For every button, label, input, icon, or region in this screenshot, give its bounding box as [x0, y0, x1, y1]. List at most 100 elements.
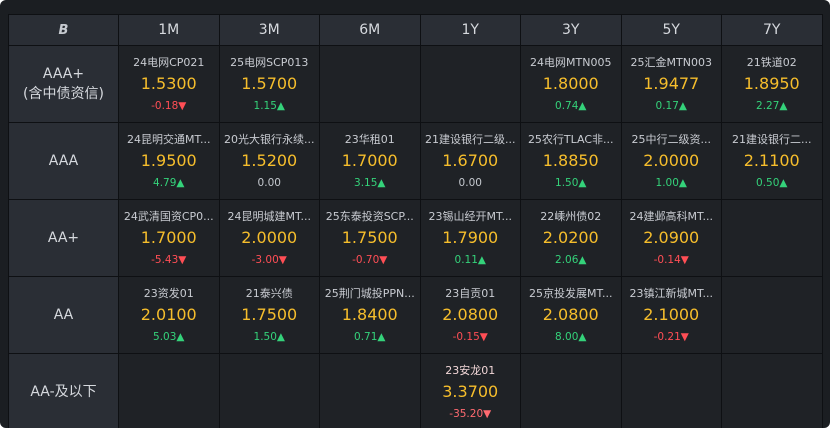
bond-cell[interactable]: 24电网CP021 1.5300 -0.18▼	[118, 45, 220, 123]
bond-cell[interactable]: 21建设银行二... 2.1100 0.50▲	[721, 122, 823, 200]
bond-change-value: 2.27	[756, 99, 780, 112]
bond-name: 25荆门城投PPN...	[324, 286, 415, 300]
arrow-up-icon: ▲	[678, 176, 687, 189]
bond-cell[interactable]: 24建邺高科MT... 2.0900 -0.14▼	[620, 199, 722, 277]
bond-cell[interactable]: 25京投发展MT... 2.0800 8.00▲	[520, 276, 622, 354]
bond-cell[interactable]: 22嵊州债02 2.0200 2.06▲	[520, 199, 622, 277]
bond-name: 24电网CP021	[133, 55, 205, 69]
bond-change: 1.50▲	[220, 329, 320, 345]
bond-change: 5.03▲	[119, 329, 219, 345]
bond-cell[interactable]: 23镇江新城MT... 2.1000 -0.21▼	[620, 276, 722, 354]
bond-change: 1.00▲	[622, 175, 722, 191]
bond-change-value: 0.71	[354, 330, 378, 343]
bond-cell[interactable]: 24昆明城建MT... 2.0000 -3.00▼	[218, 199, 320, 277]
bond-cell[interactable]: 25荆门城投PPN... 1.8400 0.71▲	[319, 276, 421, 354]
arrow-down-icon: ▼	[278, 253, 287, 266]
bond-cell[interactable]: 24昆明交通MT... 1.9500 4.79▲	[118, 122, 220, 200]
bond-change: 4.79▲	[119, 175, 219, 191]
rating-tenor-matrix: B 1M 3M 6M 1Y 3Y 5Y 7Y AAA+ (含中债资信) 24电网CP021 1.5…	[8, 14, 823, 428]
tenor-header-7y[interactable]: 7Y	[721, 14, 823, 46]
bond-change-value: 0.50	[756, 176, 780, 189]
bond-change: 2.27▲	[722, 98, 822, 114]
bond-change-value: 0.74	[555, 99, 579, 112]
bond-yield: 2.0000	[643, 150, 700, 170]
arrow-up-icon: ▲	[578, 330, 587, 343]
bond-cell[interactable]: 24电网MTN005 1.8000 0.74▲	[520, 45, 622, 123]
bond-change: 1.50▲	[521, 175, 621, 191]
bond-yield: 1.6700	[442, 150, 499, 170]
bond-cell[interactable]: 20光大银行永续... 1.5200 0.00	[218, 122, 320, 200]
bond-change-value: -3.00	[251, 253, 279, 266]
arrow-down-icon: ▼	[178, 253, 187, 266]
tenor-header-1y[interactable]: 1Y	[419, 14, 521, 46]
rating-row: AA+ 24武清国资CP0... 1.7000 -5.43▼ 24昆明城建MT... 2.…	[8, 199, 823, 277]
tenor-header-row: B 1M 3M 6M 1Y 3Y 5Y 7Y	[8, 14, 823, 46]
bond-yield: 1.7500	[241, 304, 298, 324]
tenor-header-5y[interactable]: 5Y	[620, 14, 722, 46]
bond-change: 2.06▲	[521, 252, 621, 268]
bond-cell[interactable]: 25电网SCP013 1.5700 1.15▲	[218, 45, 320, 123]
bond-yield: 2.1000	[643, 304, 700, 324]
rating-label-line: AA	[53, 307, 74, 323]
bond-cell[interactable]: 23华租01 1.7000 3.15▲	[319, 122, 421, 200]
bond-cell[interactable]: 23自贡01 2.0800 -0.15▼	[419, 276, 521, 354]
arrow-down-icon: ▼	[680, 330, 689, 343]
bond-cell[interactable]: 23资发01 2.0100 5.03▲	[118, 276, 220, 354]
bond-name: 24武清国资CP0...	[123, 209, 214, 223]
bond-yield: 2.0000	[241, 227, 298, 247]
bond-yield: 2.0200	[542, 227, 599, 247]
bond-change: 3.15▲	[320, 175, 420, 191]
arrow-down-icon: ▼	[680, 253, 689, 266]
bond-cell[interactable]: 23锡山经开MT... 1.7900 0.11▲	[419, 199, 521, 277]
bond-yield: 1.7000	[140, 227, 197, 247]
empty-cell	[721, 276, 823, 354]
bond-change-value: 1.50	[555, 176, 579, 189]
rating-label-line: (含中债资信)	[23, 86, 104, 102]
arrow-up-icon: ▲	[578, 253, 587, 266]
bond-name: 25电网SCP013	[230, 55, 309, 69]
bond-change: -0.70▼	[320, 252, 420, 268]
bond-name: 25京投发展MT...	[529, 286, 613, 300]
bond-change-value: 4.79	[153, 176, 177, 189]
bond-cell[interactable]: 25农行TLAC非... 1.8850 1.50▲	[520, 122, 622, 200]
bond-name: 21建设银行二级...	[425, 132, 516, 146]
bond-yield: 1.5200	[241, 150, 298, 170]
bond-name: 25农行TLAC非...	[527, 132, 614, 146]
matrix-body: AAA+ (含中债资信) 24电网CP021 1.5300 -0.18▼ 25电网SCP0…	[8, 45, 823, 428]
brand-logo-icon: B	[58, 23, 69, 38]
bond-cell[interactable]: 23安龙01 3.3700 -35.20▼	[419, 353, 521, 428]
bond-cell[interactable]: 21建设银行二级... 1.6700 0.00	[419, 122, 521, 200]
bond-name: 25东泰投资SCP...	[325, 209, 414, 223]
bond-change: 0.71▲	[320, 329, 420, 345]
bond-name: 23自贡01	[445, 286, 496, 300]
bond-name: 25中行二级资...	[631, 132, 712, 146]
bond-change: -35.20▼	[421, 406, 521, 422]
bond-cell[interactable]: 21泰兴债 1.7500 1.50▲	[218, 276, 320, 354]
bond-change-value: 1.50	[253, 330, 277, 343]
bond-yield: 1.8400	[341, 304, 398, 324]
arrow-up-icon: ▲	[779, 176, 788, 189]
bond-yield: 2.0800	[542, 304, 599, 324]
bond-change-value: 0.00	[257, 176, 281, 189]
rating-label-line: AA+	[47, 230, 80, 246]
bond-change-value: 0.17	[655, 99, 679, 112]
bond-cell[interactable]: 21铁道02 1.8950 2.27▲	[721, 45, 823, 123]
bond-cell[interactable]: 25汇金MTN003 1.9477 0.17▲	[620, 45, 722, 123]
arrow-up-icon: ▲	[377, 330, 386, 343]
tenor-header-6m[interactable]: 6M	[319, 14, 421, 46]
tenor-header-3m[interactable]: 3M	[218, 14, 320, 46]
bond-cell[interactable]: 25中行二级资... 2.0000 1.00▲	[620, 122, 722, 200]
tenor-header-3y[interactable]: 3Y	[520, 14, 622, 46]
tenor-header-1m[interactable]: 1M	[118, 14, 220, 46]
bond-yield: 2.1100	[743, 150, 800, 170]
bond-cell[interactable]: 24武清国资CP0... 1.7000 -5.43▼	[118, 199, 220, 277]
bond-cell[interactable]: 25东泰投资SCP... 1.7500 -0.70▼	[319, 199, 421, 277]
bond-yield: 1.5700	[241, 73, 298, 93]
bond-change: -3.00▼	[220, 252, 320, 268]
bond-change-value: -35.20	[449, 407, 484, 420]
bond-yield: 1.5300	[140, 73, 197, 93]
empty-cell	[721, 199, 823, 277]
rating-label-line: AAA	[48, 153, 79, 169]
bond-change: -0.18▼	[119, 98, 219, 114]
